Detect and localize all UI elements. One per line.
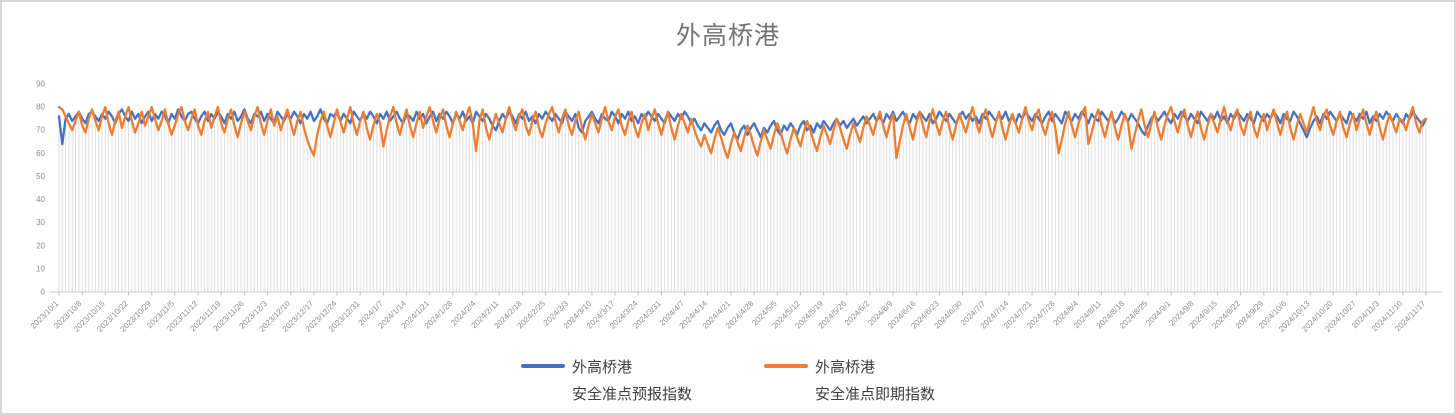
legend-label-spot-line2: 安全准点即期指数 <box>815 386 936 403</box>
legend-label-spot: 外高桥港 安全准点即期指数 <box>815 354 935 408</box>
legend-item-spot: 外高桥港 安全准点即期指数 <box>764 354 935 408</box>
legend-label-forecast: 外高桥港 安全准点预报指数 <box>572 354 692 408</box>
svg-text:0: 0 <box>41 288 46 297</box>
chart-legend: 外高桥港 安全准点预报指数 外高桥港 安全准点即期指数 <box>2 354 1454 408</box>
svg-text:30: 30 <box>36 218 45 227</box>
spot-line-swatch-icon <box>764 364 808 368</box>
legend-item-forecast: 外高桥港 安全准点预报指数 <box>520 354 692 408</box>
legend-label-forecast-line1: 外高桥港 <box>571 359 632 376</box>
svg-text:90: 90 <box>36 80 45 89</box>
svg-text:70: 70 <box>36 126 45 135</box>
svg-text:60: 60 <box>36 149 45 158</box>
legend-label-spot-line1: 外高桥港 <box>815 359 876 376</box>
svg-text:40: 40 <box>36 195 45 204</box>
svg-text:50: 50 <box>36 172 45 181</box>
svg-text:10: 10 <box>36 264 45 273</box>
chart-title: 外高桥港 <box>675 22 780 50</box>
svg-text:20: 20 <box>36 241 45 250</box>
svg-text:80: 80 <box>36 103 45 112</box>
legend-label-forecast-line2: 安全准点预报指数 <box>571 386 692 403</box>
forecast-line-swatch-icon <box>520 364 565 368</box>
